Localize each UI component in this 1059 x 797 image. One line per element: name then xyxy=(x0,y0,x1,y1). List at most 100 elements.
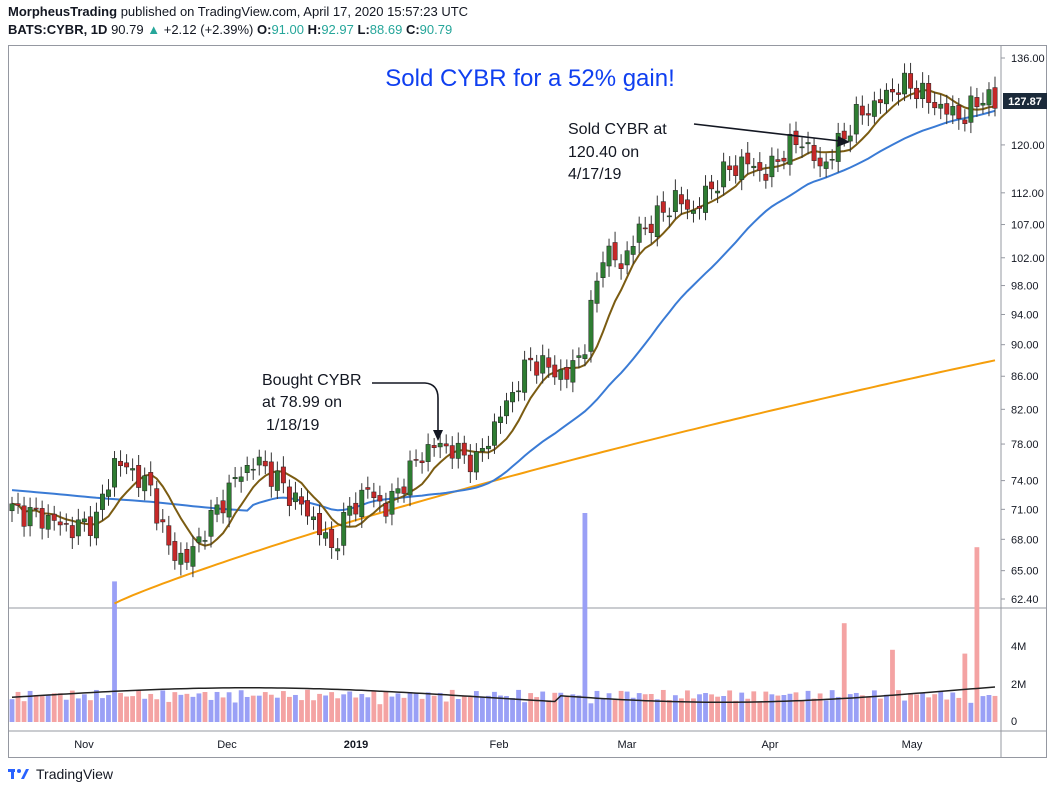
candle xyxy=(21,496,27,537)
candle xyxy=(443,434,449,454)
price-tick-label: 71.00 xyxy=(1011,504,1039,516)
volume-bar xyxy=(516,689,521,722)
high-value: 92.97 xyxy=(321,22,354,37)
candle xyxy=(437,432,443,459)
time-tick-label: Dec xyxy=(217,739,237,751)
time-tick-label: Apr xyxy=(761,739,778,751)
volume-bar xyxy=(492,691,497,722)
last-price: 90.79 xyxy=(111,22,144,37)
candle xyxy=(455,432,461,469)
time-tick-label: Feb xyxy=(490,739,509,751)
volume-bar xyxy=(853,692,859,722)
candle xyxy=(341,502,347,556)
volume-bar xyxy=(184,693,190,722)
volume-bar xyxy=(178,694,184,722)
candle xyxy=(244,456,250,481)
volume-bar xyxy=(287,696,292,722)
author-name[interactable]: MorpheusTrading xyxy=(8,4,118,19)
candle xyxy=(926,75,932,114)
candle xyxy=(142,467,148,501)
volume-bar xyxy=(938,691,944,722)
volume-bar xyxy=(582,513,588,722)
volume-bar xyxy=(425,692,431,722)
candle xyxy=(160,509,166,533)
volume-bar xyxy=(359,693,365,722)
sell-annotation-line2: 120.40 on xyxy=(568,144,639,161)
volume-bar xyxy=(473,691,479,722)
volume-bar xyxy=(335,698,341,722)
time-axis[interactable]: Nov Dec 2019 Feb Mar Apr May xyxy=(74,739,923,751)
volume-bar xyxy=(835,696,841,722)
low-value: 88.69 xyxy=(369,22,403,37)
chart-frame[interactable] xyxy=(8,45,1047,758)
volume-bar xyxy=(799,701,805,722)
time-tick-label: May xyxy=(902,739,923,751)
candle xyxy=(630,235,636,265)
candle xyxy=(413,449,419,467)
candle xyxy=(624,241,630,275)
volume-bar xyxy=(39,696,45,722)
candle xyxy=(190,535,196,578)
sell-annotation-line1: Sold CYBR at xyxy=(568,121,667,138)
volume-bar xyxy=(980,696,986,722)
volume-bars xyxy=(9,513,998,722)
volume-bar xyxy=(757,701,763,722)
candle xyxy=(27,497,33,537)
volume-bar xyxy=(871,690,877,722)
candle xyxy=(347,497,353,527)
volume-bar xyxy=(244,696,250,722)
candle xyxy=(292,481,298,510)
candle xyxy=(672,179,678,220)
volume-bar xyxy=(992,695,998,722)
candle xyxy=(359,483,365,528)
volume-bar xyxy=(950,692,956,722)
candle xyxy=(268,452,274,498)
sell-arrow xyxy=(693,123,841,142)
volume-bar xyxy=(353,697,359,722)
candle xyxy=(853,96,859,144)
price-tick-label: 107.00 xyxy=(1011,220,1045,232)
volume-bar xyxy=(220,697,226,722)
volume-bar xyxy=(142,698,148,722)
publish-date: published on TradingView.com, April 17, … xyxy=(120,4,469,19)
volume-bar xyxy=(57,693,63,722)
volume-bar xyxy=(238,690,244,722)
candle xyxy=(75,508,81,545)
volume-bar xyxy=(534,697,540,722)
volume-bar xyxy=(986,695,992,722)
volume-bar xyxy=(739,692,745,722)
price-tick-label: 65.00 xyxy=(1011,566,1039,578)
volume-bar xyxy=(618,690,624,722)
volume-bar xyxy=(106,695,111,722)
volume-bar xyxy=(636,693,642,722)
candle xyxy=(600,251,606,288)
volume-bar xyxy=(9,699,15,722)
candle xyxy=(588,290,594,363)
footer-brand[interactable]: TradingView xyxy=(8,766,113,782)
price-axis[interactable]: 136.00 120.00 112.00 107.00 102.00 98.00 94.00… xyxy=(1001,53,1045,606)
volume-bar xyxy=(504,695,509,722)
candle xyxy=(208,499,214,548)
candle xyxy=(305,490,310,525)
volume-bar xyxy=(63,699,69,722)
volume-bar xyxy=(685,690,690,722)
volume-bar xyxy=(311,700,316,722)
volume-bar xyxy=(81,694,87,722)
volume-bar xyxy=(600,698,606,722)
candle xyxy=(763,164,769,189)
candle xyxy=(618,254,624,280)
candle xyxy=(612,231,618,268)
volume-tick-label: 2M xyxy=(1011,679,1026,691)
volume-bar xyxy=(69,690,75,722)
volume-bar xyxy=(461,695,467,722)
volume-bar xyxy=(691,698,696,722)
candle xyxy=(81,511,87,532)
volume-bar xyxy=(709,694,714,722)
sell-arrow-head-icon xyxy=(837,136,850,147)
candle xyxy=(425,433,431,472)
volume-tick-label: 0 xyxy=(1011,716,1017,728)
candlesticks xyxy=(9,62,998,578)
volume-bar xyxy=(305,689,310,722)
volume-bar xyxy=(329,692,335,722)
